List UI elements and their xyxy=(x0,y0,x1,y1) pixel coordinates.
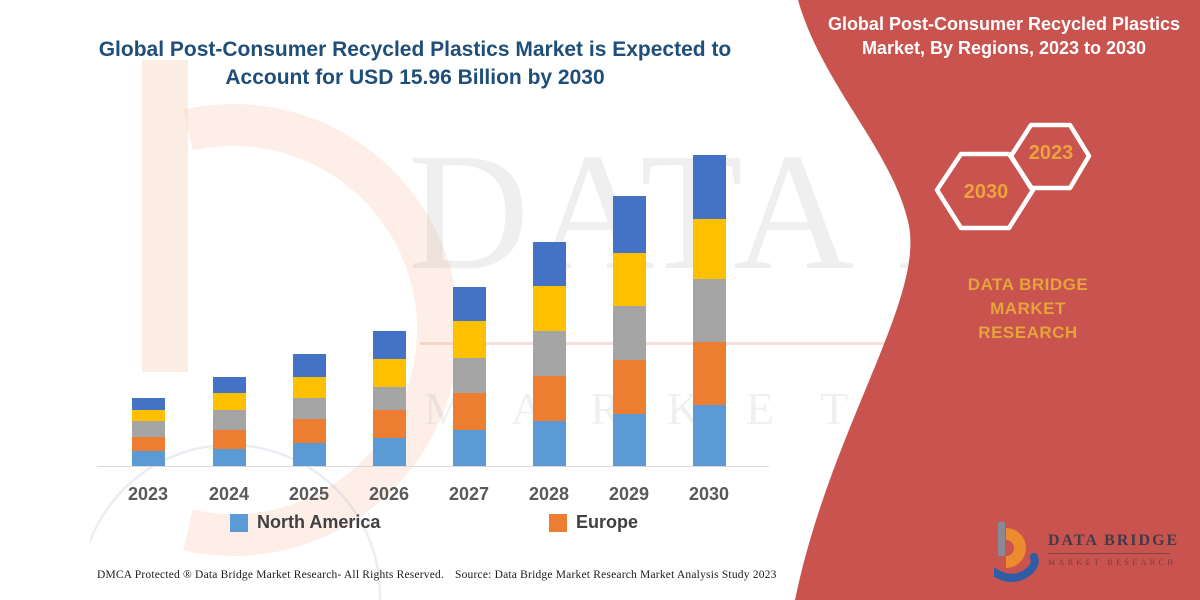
bar-2029 xyxy=(612,196,646,466)
x-axis-line xyxy=(97,466,769,467)
footer-source: Source: Data Bridge Market Research Mark… xyxy=(455,569,777,581)
bar-segment-2028-unlabeled-dark-blue xyxy=(532,242,566,286)
x-axis-label-2028: 2028 xyxy=(528,484,570,504)
bar-segment-2030-unlabeled-gold xyxy=(692,219,726,279)
red-side-panel xyxy=(795,0,1200,600)
red-panel-shape xyxy=(795,0,1200,600)
bar-segment-2026-unlabeled-dark-blue xyxy=(372,331,406,359)
bar-segment-2027-europe xyxy=(452,393,486,430)
logo-divider xyxy=(1048,553,1170,554)
bar-2027 xyxy=(452,287,486,466)
bar-segment-2029-europe xyxy=(612,360,646,414)
bar-segment-2025-unlabeled-gray xyxy=(292,398,326,419)
bar-segment-2024-europe xyxy=(212,430,246,449)
bar-segment-2027-unlabeled-dark-blue xyxy=(452,287,486,321)
logo-orange-bowl xyxy=(1005,528,1026,568)
banner-title: Global Post-Consumer Recycled Plastics M… xyxy=(815,12,1193,60)
logo-subtitle: MARKET RESEARCH xyxy=(1048,558,1177,567)
bar-segment-2025-unlabeled-gold xyxy=(292,377,326,398)
bar-2024 xyxy=(212,377,246,466)
bar-segment-2027-unlabeled-gold xyxy=(452,321,486,358)
brand-gold-text: DATA BRIDGE MARKET RESEARCH xyxy=(928,273,1128,345)
bar-segment-2029-unlabeled-gray xyxy=(612,306,646,360)
hexagon-small xyxy=(1008,122,1092,191)
hex-year-2023: 2023 xyxy=(1028,142,1074,164)
legend-label: Europe xyxy=(575,512,638,532)
bar-segment-2024-unlabeled-dark-blue xyxy=(212,377,246,393)
bar-segment-2030-unlabeled-dark-blue xyxy=(692,155,726,219)
bar-segment-2023-north-america xyxy=(131,451,165,466)
legend-swatch xyxy=(548,513,567,532)
x-axis-label-2024: 2024 xyxy=(208,484,250,504)
bar-segment-2030-europe xyxy=(692,342,726,405)
bar-segment-2026-unlabeled-gray xyxy=(372,387,406,410)
bar-segment-2025-north-america xyxy=(292,443,326,466)
watermark-b-stem xyxy=(142,60,188,372)
x-axis-label-2023: 2023 xyxy=(127,484,169,504)
bar-segment-2028-unlabeled-gold xyxy=(532,286,566,331)
bar-2025 xyxy=(292,354,326,466)
bar-2026 xyxy=(372,331,406,466)
bar-segment-2030-north-america xyxy=(692,405,726,466)
bar-segment-2029-unlabeled-gold xyxy=(612,253,646,306)
logo-stem xyxy=(998,522,1005,556)
legend-swatch xyxy=(230,513,248,532)
hexagon-outlines xyxy=(934,122,1092,231)
chart-title-line2: Account for USD 15.96 Billion by 2030 xyxy=(225,66,605,89)
bar-segment-2025-unlabeled-dark-blue xyxy=(292,354,326,377)
x-axis-label-2025: 2025 xyxy=(288,484,330,504)
bar-segment-2026-unlabeled-gold xyxy=(372,359,406,387)
bar-segment-2026-europe xyxy=(372,410,406,438)
databridge-logo-icon xyxy=(994,522,1039,582)
logo-title: DATA BRIDGE xyxy=(1048,532,1180,549)
chart-title-line1: Global Post-Consumer Recycled Plastics M… xyxy=(98,38,732,61)
chart-legend: North America Europe xyxy=(230,512,638,533)
hex-year-2030: 2030 xyxy=(963,181,1009,203)
bar-segment-2026-north-america xyxy=(372,438,406,466)
chart-title: Global Post-Consumer Recycled Plastics M… xyxy=(95,36,735,92)
bar-segment-2028-north-america xyxy=(532,421,566,466)
legend-item-europe: Europe xyxy=(548,512,638,533)
bar-2028 xyxy=(532,242,566,466)
bar-segment-2024-north-america xyxy=(212,449,246,466)
legend-label: North America xyxy=(257,512,381,532)
bar-segment-2023-unlabeled-gold xyxy=(131,410,165,421)
bar-segment-2029-north-america xyxy=(612,414,646,466)
footer-dmca: DMCA Protected ® Data Bridge Market Rese… xyxy=(97,569,445,581)
bar-segment-2024-unlabeled-gold xyxy=(212,393,246,410)
x-axis-label-2029: 2029 xyxy=(608,484,650,504)
hexagon-large xyxy=(934,151,1036,231)
bar-segment-2023-unlabeled-gray xyxy=(131,421,165,437)
banner-title-line1: Global Post-Consumer Recycled Plastics xyxy=(827,14,1181,34)
x-axis-label-2027: 2027 xyxy=(448,484,490,504)
bar-segment-2028-unlabeled-gray xyxy=(532,331,566,376)
x-axis-label-2026: 2026 xyxy=(368,484,410,504)
bar-segment-2028-europe xyxy=(532,376,566,421)
bar-2030 xyxy=(692,155,726,466)
bar-segment-2024-unlabeled-gray xyxy=(212,410,246,430)
bar-segment-2023-europe xyxy=(131,437,165,451)
banner-title-line2: Market, By Regions, 2023 to 2030 xyxy=(861,38,1147,58)
bar-segment-2030-unlabeled-gray xyxy=(692,279,726,342)
bar-segment-2027-unlabeled-gray xyxy=(452,358,486,393)
bar-segment-2023-unlabeled-dark-blue xyxy=(131,398,165,410)
brand-gold-line2: RESEARCH xyxy=(978,323,1078,342)
watermark-b-bowl xyxy=(183,104,459,556)
bar-2023 xyxy=(131,398,165,466)
bar-segment-2027-north-america xyxy=(452,430,486,466)
legend-item-north-america: North America xyxy=(230,512,380,533)
bar-segment-2029-unlabeled-dark-blue xyxy=(612,196,646,253)
x-axis-label-2030: 2030 xyxy=(688,484,730,504)
bar-segment-2025-europe xyxy=(292,419,326,443)
logo-blue-swoosh xyxy=(994,553,1039,582)
brand-gold-line1: DATA BRIDGE MARKET xyxy=(967,275,1089,318)
